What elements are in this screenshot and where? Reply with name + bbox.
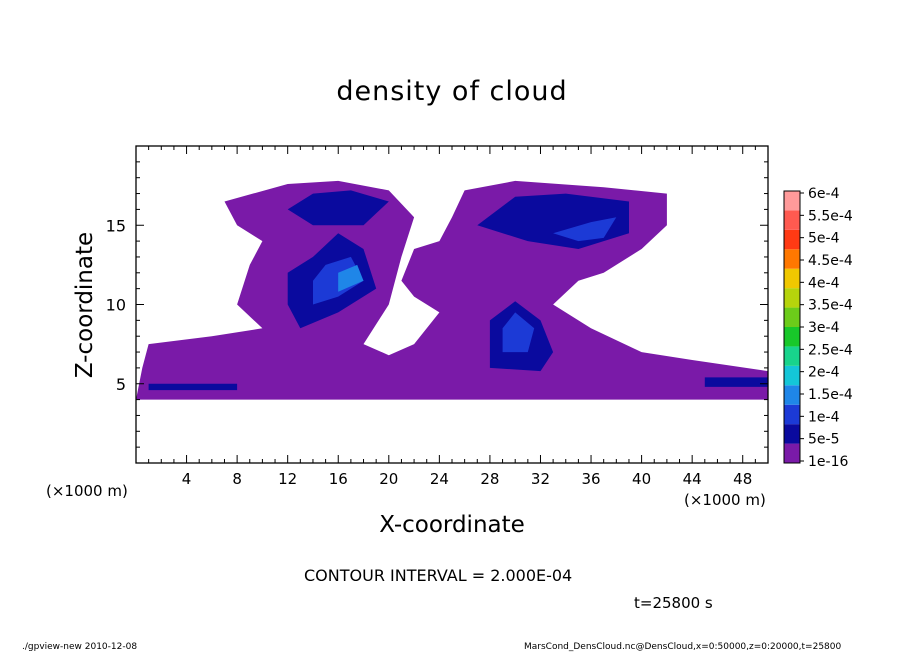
colorbar-swatch [784, 307, 800, 327]
colorbar-label: 2.5e-4 [808, 342, 853, 358]
colorbar-swatch [784, 268, 800, 289]
x-tick-label: 28 [480, 470, 499, 488]
time-stamp: t=25800 s [634, 594, 713, 612]
x-unit-label-right: (×1000 m) [684, 491, 766, 509]
x-tick-label: 12 [278, 470, 297, 488]
colorbar-swatch [784, 229, 800, 250]
colorbar-label: 1e-16 [808, 454, 848, 470]
colorbar-swatch [784, 404, 800, 425]
x-tick-label: 44 [683, 470, 702, 488]
colorbar-swatch [784, 443, 800, 463]
colorbar-swatch [784, 191, 800, 211]
colorbar-label: 3.5e-4 [808, 298, 853, 314]
x-axis-label: X-coordinate [379, 512, 525, 538]
contour-region-0 [136, 180, 768, 400]
x-unit-label-left: (×1000 m) [46, 482, 128, 500]
colorbar-swatch [784, 327, 800, 347]
x-tick-label: 4 [182, 470, 192, 488]
colorbar-label: 4.5e-4 [808, 253, 853, 269]
colorbar-swatch [784, 424, 800, 444]
footer-left: ./gpview-new 2010-12-08 [22, 642, 138, 652]
contour-region-5 [148, 383, 238, 391]
colorbar-label: 5e-4 [808, 231, 840, 247]
x-tick-label: 48 [733, 470, 752, 488]
colorbar-label: 2e-4 [808, 365, 840, 381]
contour-interval-text: CONTOUR INTERVAL = 2.000E-04 [304, 566, 573, 585]
contour-region-9 [553, 217, 617, 242]
x-tick-label: 24 [430, 470, 449, 488]
x-tick-label: 8 [232, 470, 242, 488]
colorbar-label: 1.5e-4 [808, 387, 853, 403]
y-tick-label: 10 [106, 296, 126, 315]
colorbar-swatch [784, 210, 800, 230]
contour-region-10 [338, 264, 364, 292]
y-axis-label: Z-coordinate [72, 232, 98, 378]
contour-regions [136, 180, 768, 400]
footer-right: MarsCond_DensCloud.nc@DensCloud,x=0:5000… [524, 642, 842, 652]
colorbar-swatch [784, 346, 800, 366]
colorbar-label: 5.5e-4 [808, 208, 853, 224]
colorbar-label: 4e-4 [808, 275, 840, 291]
contour-region-4 [287, 190, 389, 226]
x-tick-label: 36 [581, 470, 600, 488]
chart-title: density of cloud [336, 76, 568, 107]
colorbar-swatch [784, 385, 800, 405]
x-tick-label: 16 [329, 470, 348, 488]
colorbar-label: 3e-4 [808, 320, 840, 336]
colorbar-label: 1e-4 [808, 409, 840, 425]
contour-region-6 [704, 377, 768, 387]
x-tick-label: 32 [531, 470, 550, 488]
y-tick-label: 15 [106, 216, 126, 235]
colorbar-label: 6e-4 [808, 186, 840, 202]
y-tick-label: 5 [116, 375, 126, 394]
colorbar-swatch [784, 249, 800, 269]
colorbar-swatch [784, 288, 800, 308]
x-tick-label: 40 [632, 470, 651, 488]
contour-region-8 [502, 312, 535, 353]
colorbar-label: 5e-5 [808, 432, 839, 448]
colorbar-swatch [784, 365, 800, 386]
x-tick-label: 20 [379, 470, 398, 488]
